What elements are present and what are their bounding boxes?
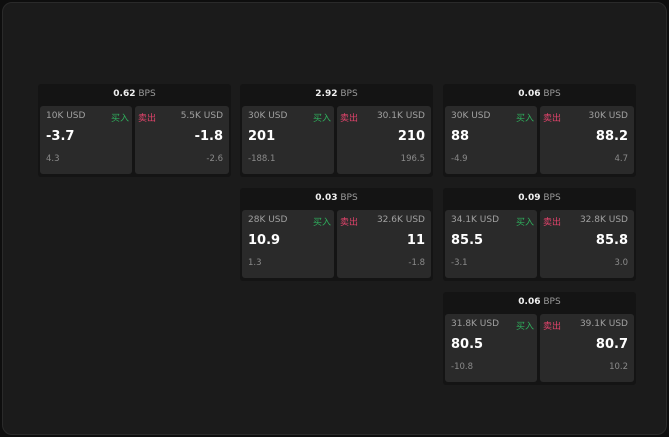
sell-price: 85.8 [595,233,628,248]
spread-header: 0.62 BPS [38,84,231,105]
sell-price: 210 [397,129,425,144]
sell-price: -1.8 [194,129,223,144]
sell-panel[interactable]: 卖出 32.6K USD 11 -1.8 [337,210,431,278]
spread-header: 0.09 BPS [443,188,636,209]
buy-change: -10.8 [451,362,473,372]
sell-label: 卖出 [543,218,562,228]
quote-card: 2.92 BPS 30K USD 买入 201 -188.1 卖出 30.1K … [240,84,433,177]
buy-price: 80.5 [451,337,484,352]
buy-panel[interactable]: 34.1K USD 买入 85.5 -3.1 [445,210,537,278]
buy-label: 买入 [515,114,534,124]
sell-amount: 30K USD [588,111,628,121]
sell-amount: 32.8K USD [579,215,628,225]
sell-price: 11 [406,233,425,248]
spread-unit: BPS [543,193,561,203]
sell-change: 196.5 [400,154,425,164]
buy-price: 201 [248,129,276,144]
sell-label: 卖出 [340,114,359,124]
buy-panel[interactable]: 30K USD 买入 88 -4.9 [445,106,537,174]
quote-card: 0.62 BPS 10K USD 买入 -3.7 4.3 卖出 5.5K USD… [38,84,231,177]
buy-change: 4.3 [46,154,60,164]
sell-change: 10.2 [609,362,628,372]
sell-panel[interactable]: 卖出 32.8K USD 85.8 3.0 [540,210,634,278]
spread-value: 0.09 [518,193,541,203]
spread-header: 0.06 BPS [443,84,636,105]
sell-change: -2.6 [206,154,223,164]
quote-card: 0.06 BPS 31.8K USD 买入 80.5 -10.8 卖出 39.1… [443,292,636,385]
spread-unit: BPS [340,89,358,99]
spread-value: 0.62 [113,89,136,99]
quote-card: 0.03 BPS 28K USD 买入 10.9 1.3 卖出 32.6K US… [240,188,433,281]
sell-panel[interactable]: 卖出 30.1K USD 210 196.5 [337,106,431,174]
buy-label: 买入 [515,218,534,228]
sell-change: 3.0 [614,258,628,268]
sell-label: 卖出 [543,114,562,124]
spread-header: 0.06 BPS [443,292,636,313]
spread-value: 0.06 [518,89,541,99]
buy-amount: 28K USD [248,215,288,225]
buy-panel[interactable]: 10K USD 买入 -3.7 4.3 [40,106,132,174]
spread-unit: BPS [543,297,561,307]
quote-card: 0.06 BPS 30K USD 买入 88 -4.9 卖出 30K USD 8… [443,84,636,177]
spread-unit: BPS [340,193,358,203]
sell-change: -1.8 [408,258,425,268]
spread-value: 0.06 [518,297,541,307]
buy-label: 买入 [110,114,129,124]
buy-panel[interactable]: 30K USD 买入 201 -188.1 [242,106,334,174]
spread-unit: BPS [543,89,561,99]
sell-amount: 30.1K USD [376,111,425,121]
spread-header: 0.03 BPS [240,188,433,209]
buy-price: 85.5 [451,233,484,248]
sell-amount: 5.5K USD [180,111,223,121]
buy-amount: 34.1K USD [451,215,500,225]
sell-price: 88.2 [595,129,628,144]
buy-label: 买入 [312,114,331,124]
buy-amount: 30K USD [451,111,491,121]
buy-change: -4.9 [451,154,468,164]
buy-price: 10.9 [248,233,281,248]
buy-change: -3.1 [451,258,468,268]
sell-change: 4.7 [614,154,628,164]
spread-value: 2.92 [315,89,338,99]
sell-label: 卖出 [543,322,562,332]
buy-label: 买入 [515,322,534,332]
sell-label: 卖出 [138,114,157,124]
sell-panel[interactable]: 卖出 5.5K USD -1.8 -2.6 [135,106,229,174]
spread-value: 0.03 [315,193,338,203]
sell-panel[interactable]: 卖出 39.1K USD 80.7 10.2 [540,314,634,382]
sell-amount: 39.1K USD [579,319,628,329]
quote-card: 0.09 BPS 34.1K USD 买入 85.5 -3.1 卖出 32.8K… [443,188,636,281]
buy-change: -188.1 [248,154,276,164]
spread-unit: BPS [138,89,156,99]
buy-panel[interactable]: 28K USD 买入 10.9 1.3 [242,210,334,278]
buy-amount: 30K USD [248,111,288,121]
buy-panel[interactable]: 31.8K USD 买入 80.5 -10.8 [445,314,537,382]
sell-amount: 32.6K USD [376,215,425,225]
buy-label: 买入 [312,218,331,228]
buy-amount: 31.8K USD [451,319,500,329]
sell-label: 卖出 [340,218,359,228]
buy-change: 1.3 [248,258,262,268]
sell-panel[interactable]: 卖出 30K USD 88.2 4.7 [540,106,634,174]
buy-price: 88 [451,129,470,144]
spread-header: 2.92 BPS [240,84,433,105]
sell-price: 80.7 [595,337,628,352]
buy-price: -3.7 [46,129,75,144]
buy-amount: 10K USD [46,111,86,121]
